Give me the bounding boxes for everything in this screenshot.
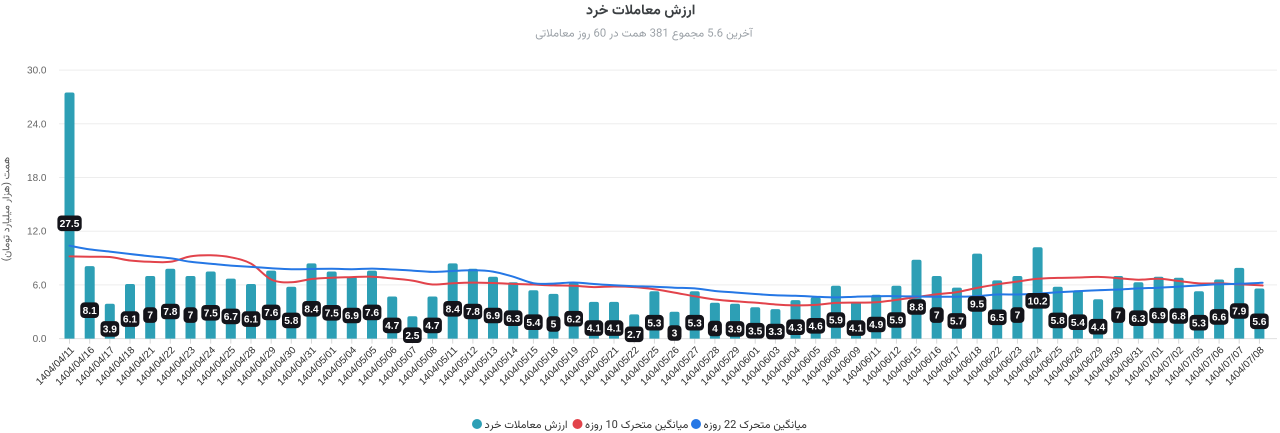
svg-text:4.6: 4.6 — [809, 321, 823, 332]
svg-text:6.5: 6.5 — [990, 313, 1004, 324]
svg-text:8.4: 8.4 — [446, 304, 460, 315]
svg-text:7.6: 7.6 — [264, 308, 278, 319]
svg-text:3.9: 3.9 — [728, 325, 742, 336]
svg-text:6.9: 6.9 — [486, 311, 500, 322]
svg-text:8.1: 8.1 — [83, 306, 97, 317]
svg-text:4.7: 4.7 — [425, 321, 439, 332]
svg-text:5.8: 5.8 — [284, 316, 298, 327]
svg-text:6.1: 6.1 — [123, 315, 137, 326]
svg-text:5.9: 5.9 — [829, 316, 843, 327]
svg-text:0.0: 0.0 — [33, 334, 47, 345]
svg-text:8.4: 8.4 — [304, 304, 318, 315]
svg-text:7: 7 — [1115, 311, 1121, 322]
svg-text:6.3: 6.3 — [506, 314, 520, 325]
svg-text:9.5: 9.5 — [970, 300, 984, 311]
svg-text:7.8: 7.8 — [163, 307, 177, 318]
svg-text:5.7: 5.7 — [950, 317, 964, 328]
svg-text:5.8: 5.8 — [1051, 316, 1065, 327]
svg-text:6.0: 6.0 — [33, 280, 47, 291]
svg-text:3.9: 3.9 — [103, 325, 117, 336]
svg-text:4.3: 4.3 — [788, 323, 802, 334]
svg-text:6.7: 6.7 — [224, 312, 238, 323]
svg-text:3.3: 3.3 — [768, 327, 782, 338]
svg-text:7.8: 7.8 — [466, 307, 480, 318]
svg-text:2.5: 2.5 — [405, 331, 419, 342]
svg-text:2.7: 2.7 — [627, 330, 641, 341]
svg-text:7.5: 7.5 — [204, 308, 218, 319]
svg-text:4.7: 4.7 — [385, 321, 399, 332]
svg-text:18.0: 18.0 — [27, 173, 47, 184]
svg-text:5.6: 5.6 — [1252, 317, 1266, 328]
svg-text:6.3: 6.3 — [1131, 314, 1145, 325]
svg-text:4.1: 4.1 — [607, 324, 621, 335]
svg-text:4: 4 — [712, 324, 718, 335]
svg-text:6.1: 6.1 — [244, 315, 258, 326]
svg-text:12.0: 12.0 — [27, 227, 47, 238]
svg-text:6.6: 6.6 — [1212, 313, 1226, 324]
svg-text:5: 5 — [551, 320, 557, 331]
svg-text:6.9: 6.9 — [345, 311, 359, 322]
svg-text:3: 3 — [672, 329, 678, 340]
svg-text:7: 7 — [934, 311, 940, 322]
svg-text:6.9: 6.9 — [1152, 311, 1166, 322]
svg-text:5.3: 5.3 — [688, 318, 702, 329]
svg-text:7.9: 7.9 — [1232, 307, 1246, 318]
svg-text:7.5: 7.5 — [325, 308, 339, 319]
svg-text:5.4: 5.4 — [526, 318, 540, 329]
svg-text:27.5: 27.5 — [60, 219, 80, 230]
svg-text:8.8: 8.8 — [909, 303, 923, 314]
svg-text:10.2: 10.2 — [1028, 296, 1048, 307]
svg-text:6.8: 6.8 — [1172, 312, 1186, 323]
svg-text:5.3: 5.3 — [1192, 318, 1206, 329]
svg-text:4.4: 4.4 — [1091, 322, 1105, 333]
svg-text:7: 7 — [188, 311, 194, 322]
svg-text:4.9: 4.9 — [869, 320, 883, 331]
svg-text:4.1: 4.1 — [587, 324, 601, 335]
svg-text:4.1: 4.1 — [849, 324, 863, 335]
svg-text:5.4: 5.4 — [1071, 318, 1085, 329]
svg-text:6.2: 6.2 — [567, 314, 581, 325]
svg-text:3.5: 3.5 — [748, 326, 762, 337]
svg-text:24.0: 24.0 — [27, 119, 47, 130]
svg-text:7: 7 — [147, 311, 153, 322]
svg-text:7: 7 — [1015, 311, 1021, 322]
svg-text:30.0: 30.0 — [27, 66, 47, 77]
svg-text:5.9: 5.9 — [889, 316, 903, 327]
svg-text:7.6: 7.6 — [365, 308, 379, 319]
svg-text:5.3: 5.3 — [647, 318, 661, 329]
